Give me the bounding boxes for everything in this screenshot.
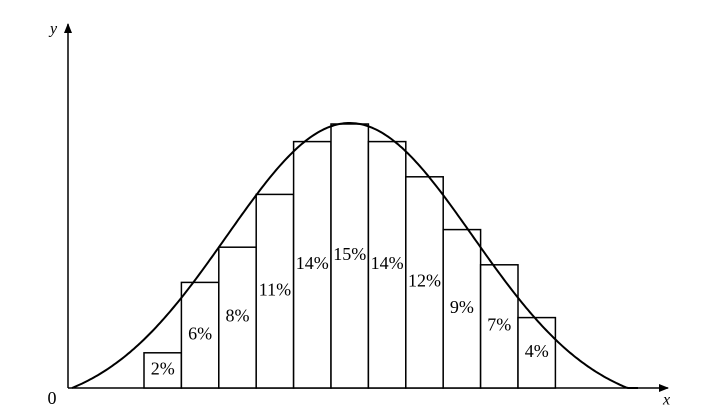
bar [405, 176, 444, 389]
bar [218, 246, 257, 389]
data-label: 14% [296, 253, 329, 273]
bar [517, 316, 557, 389]
data-label: 2% [151, 359, 175, 379]
bar [442, 228, 482, 389]
data-label: 9% [450, 297, 474, 317]
data-label: 6% [188, 323, 212, 343]
data-label: 4% [525, 341, 549, 361]
bar [180, 281, 220, 389]
bar [255, 193, 295, 389]
y-tick-label: 0 [48, 388, 57, 407]
data-label: 7% [487, 315, 511, 335]
bar [330, 123, 370, 389]
bar [367, 140, 407, 389]
data-label: 8% [226, 306, 250, 326]
data-label: 15% [333, 244, 366, 264]
data-label: 14% [371, 253, 404, 273]
data-label: 12% [408, 271, 441, 291]
y-axis-label: y [48, 21, 58, 38]
normal-curve [71, 122, 638, 389]
data-label: 11% [259, 279, 291, 299]
x-axis-label: x [662, 392, 670, 407]
bar [479, 264, 519, 389]
